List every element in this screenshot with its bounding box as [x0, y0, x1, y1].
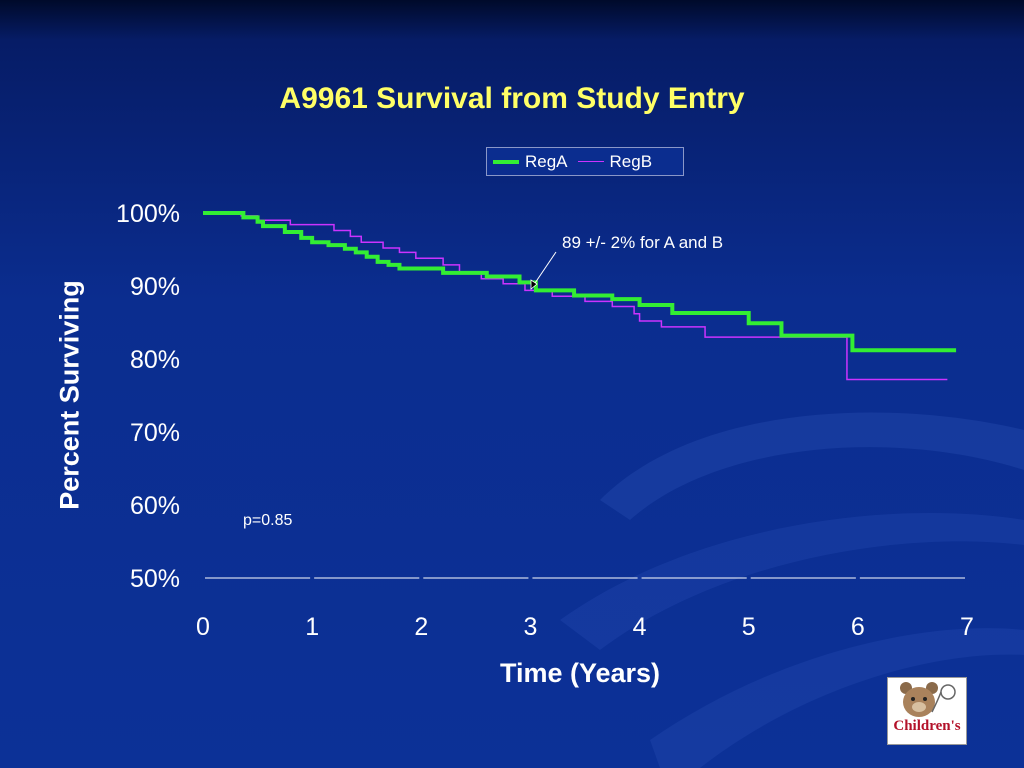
legend-label-rega: RegA — [525, 151, 568, 171]
series-line-rega — [203, 211, 957, 353]
x-tick-label-3: 3 — [523, 613, 537, 641]
annotation-arrow — [530, 251, 557, 290]
y-tick-label-70pct: 70% — [130, 419, 180, 447]
teddy-bear-icon — [900, 682, 956, 717]
legend-label-regb: RegB — [609, 151, 653, 171]
y-tick-label-90pct: 90% — [130, 273, 180, 301]
childrens-logo: Children's — [887, 677, 967, 745]
annotation-arrow-head — [530, 279, 538, 290]
y-tick-label-100pct: 100% — [116, 200, 180, 228]
chart-title: A9961 Survival from Study Entry — [279, 82, 745, 115]
y-tick-label-60pct: 60% — [130, 492, 180, 520]
chart-legend: RegA RegB — [486, 147, 684, 176]
y-tick-label-50pct: 50% — [130, 565, 180, 593]
x-tick-label-5: 5 — [742, 613, 756, 641]
x-tick-label-1: 1 — [305, 613, 319, 641]
survival-annotation: 89 +/- 2% for A and B — [562, 233, 724, 252]
x-tick-label-4: 4 — [633, 613, 647, 641]
legend-swatch-regb — [577, 161, 604, 162]
legend-swatch-rega — [493, 159, 519, 164]
logo-text: Children's — [893, 718, 961, 734]
x-tick-label-2: 2 — [414, 613, 428, 641]
x-tick-label-0: 0 — [196, 613, 210, 641]
x-tick-label-6: 6 — [851, 613, 865, 641]
p-value-label: p=0.85 — [243, 512, 293, 529]
legend-entry-regb: RegB — [577, 151, 653, 172]
x-tick-label-7: 7 — [960, 613, 974, 641]
chart-axes: 0 1 2 3 4 5 6 7 50% 60% 70% 80% 90% 100% — [116, 200, 974, 641]
y-tick-label-80pct: 80% — [130, 346, 180, 374]
chart-series — [203, 211, 957, 381]
y-axis-title-text: Percent Surviving — [54, 280, 85, 510]
legend-entry-rega: RegA — [493, 152, 568, 172]
x-axis-title: Time (Years) — [499, 658, 661, 688]
